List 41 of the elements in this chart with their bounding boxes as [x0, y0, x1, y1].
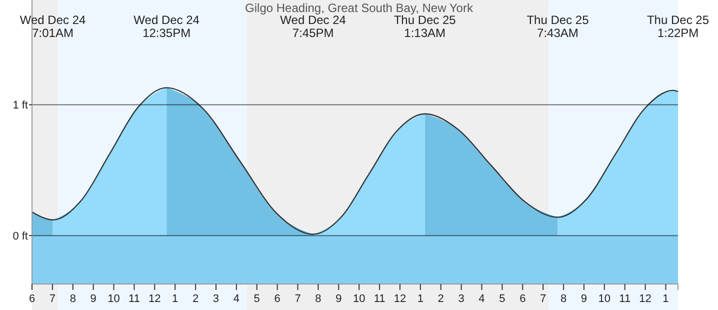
x-tick-label: 10 [108, 292, 120, 305]
x-tick-label: 7 [540, 292, 546, 305]
x-tick-label: 10 [352, 292, 366, 305]
annotation: Wed Dec 24 7:01AM [20, 13, 86, 40]
x-tick-label: 1 [662, 292, 669, 305]
x-tick-label: 4 [478, 292, 485, 305]
x-tick-label: 4 [233, 292, 240, 305]
chart-title: Gilgo Heading, Great South Bay, New York [245, 1, 474, 15]
x-tick-label: 8 [560, 292, 567, 305]
x-tick-label: 5 [254, 292, 260, 305]
annotation: Wed Dec 24 12:35PM [134, 13, 200, 40]
x-tick-label: 9 [580, 292, 588, 305]
x-tick-label: 12 [394, 292, 406, 305]
annotation: Wed Dec 24 7:45PM [280, 13, 346, 40]
x-tick-label: 3 [458, 292, 464, 305]
x-tick-label: 11 [619, 292, 631, 305]
x-tick-label: 11 [128, 292, 140, 305]
x-tick-label: 9 [336, 292, 342, 305]
x-tick-label: 8 [315, 292, 322, 305]
x-tick-label: 7 [49, 292, 56, 305]
x-tick-label: 1 [172, 292, 178, 305]
x-tick-label: 8 [70, 292, 76, 305]
x-tick-label: 2 [438, 292, 444, 305]
x-tick-label: 7 [294, 292, 301, 305]
x-tick-label: 9 [90, 292, 96, 305]
x-tick-label: 6 [28, 292, 36, 305]
x-tick-label: 6 [274, 292, 280, 305]
x-tick-label: 3 [212, 292, 220, 305]
y-tick-label: 0 ft [12, 230, 28, 242]
y-tick-label: 1 ft [12, 100, 28, 112]
annotation: Thu Dec 25 1:13AM [394, 13, 456, 40]
x-tick-label: 2 [192, 292, 199, 305]
x-tick-label: 12 [639, 292, 652, 305]
x-tick-label: 1 [417, 292, 424, 305]
x-tick-label: 5 [499, 292, 506, 305]
x-tick-label: 6 [520, 292, 526, 305]
x-tick-label: 11 [374, 292, 386, 305]
x-tick-label: 12 [148, 292, 161, 305]
x-tick-label: 10 [598, 292, 611, 305]
annotation: Thu Dec 25 1:22PM [646, 13, 710, 40]
annotation: Thu Dec 25 7:43AM [526, 13, 590, 40]
